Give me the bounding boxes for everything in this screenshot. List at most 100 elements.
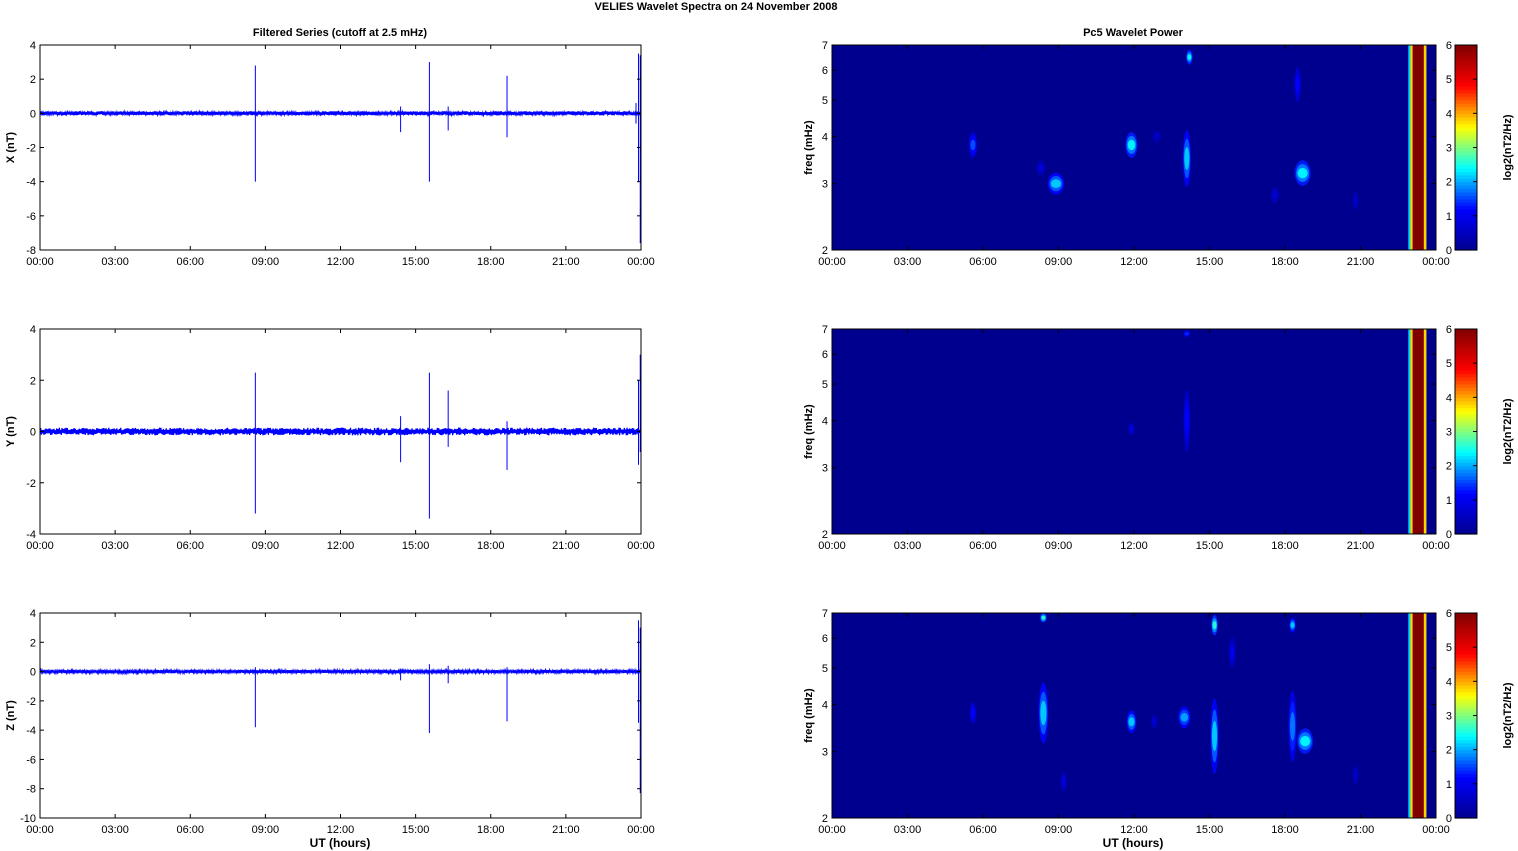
x-tick-label: 09:00 <box>252 824 280 836</box>
colorbar-segment <box>1455 434 1477 439</box>
x-tick-label: 12:00 <box>1120 824 1148 836</box>
colorbar-segment <box>1455 202 1477 207</box>
colorbar-segment <box>1455 414 1477 419</box>
colorbar-segment <box>1455 376 1477 381</box>
power-feature <box>970 708 975 718</box>
x-tick-label: 18:00 <box>477 540 505 552</box>
colorbar-segment <box>1455 804 1477 809</box>
y-tick-label: 3 <box>822 463 828 475</box>
x-tick-label: 03:00 <box>101 540 129 552</box>
x-tick-label: 12:00 <box>1120 256 1148 268</box>
colorbar-segment <box>1455 513 1477 518</box>
power-feature <box>1040 700 1047 726</box>
x-tick-label: 00:00 <box>627 256 655 268</box>
colorbar-segment <box>1455 718 1477 723</box>
saturated-band <box>1408 613 1411 818</box>
y-tick-label: 0 <box>30 667 36 679</box>
colorbar-segment <box>1455 794 1477 799</box>
colorbar-segment <box>1455 489 1477 494</box>
colorbar-segment <box>1455 373 1477 378</box>
colorbar-segment <box>1455 729 1477 734</box>
power-feature <box>1041 615 1046 620</box>
x-tick-label: 09:00 <box>1045 824 1073 836</box>
colorbar-segment <box>1455 800 1477 805</box>
x-axis-label-left: UT (hours) <box>310 836 371 850</box>
colorbar-segment <box>1455 127 1477 132</box>
colorbar-segment <box>1455 657 1477 662</box>
colorbar-segment <box>1455 814 1477 819</box>
colorbar-segment <box>1455 530 1477 535</box>
colorbar-segment <box>1455 455 1477 460</box>
colorbar-segment <box>1455 150 1477 155</box>
colorbar-segment <box>1455 48 1477 53</box>
y-tick-label: -4 <box>26 725 36 737</box>
y-tick-label: -8 <box>26 245 36 257</box>
colorbar-segment <box>1455 739 1477 744</box>
power-feature <box>1290 622 1295 629</box>
series-line <box>39 667 642 676</box>
colorbar-segment <box>1455 339 1477 344</box>
colorbar-segment <box>1455 431 1477 436</box>
y-tick-label: 2 <box>30 74 36 86</box>
colorbar-segment <box>1455 780 1477 785</box>
colorbar-label: log2(nT2/Hz) <box>1502 398 1514 464</box>
x-tick-label: 06:00 <box>969 824 997 836</box>
colorbar-segment <box>1455 773 1477 778</box>
colorbar-tick-label: 2 <box>1446 177 1452 189</box>
colorbar-segment <box>1455 527 1477 532</box>
colorbar-segment <box>1455 171 1477 176</box>
colorbar-tick-label: 3 <box>1446 143 1452 155</box>
colorbar-segment <box>1455 226 1477 231</box>
colorbar-segment <box>1455 701 1477 706</box>
colorbar-segment <box>1455 630 1477 635</box>
colorbar-segment <box>1455 229 1477 234</box>
colorbar-segment <box>1455 613 1477 618</box>
y-tick-label: 7 <box>822 324 828 336</box>
colorbar-segment <box>1455 205 1477 210</box>
series-line <box>39 427 642 436</box>
line-panel: 420-2-400:00 03:00 06:00 09:00 12:00 15:00 18:… <box>5 324 655 552</box>
colorbar-tick-label: 1 <box>1446 495 1452 507</box>
saturated-band <box>1410 329 1414 534</box>
colorbar-segment <box>1455 417 1477 422</box>
power-feature <box>1180 712 1189 722</box>
colorbar-tick-label: 1 <box>1446 779 1452 791</box>
colorbar-segment <box>1455 390 1477 395</box>
colorbar-segment <box>1455 424 1477 429</box>
power-feature <box>1212 621 1217 630</box>
colorbar-segment <box>1455 161 1477 166</box>
colorbar-segment <box>1455 708 1477 713</box>
colorbar-segment <box>1455 407 1477 412</box>
colorbar-segment <box>1455 58 1477 63</box>
power-feature <box>1061 777 1066 786</box>
saturated-band <box>1423 45 1427 250</box>
colorbar-segment <box>1455 116 1477 121</box>
x-tick-label: 03:00 <box>101 256 129 268</box>
saturated-band <box>1408 329 1411 534</box>
y-tick-label: -10 <box>20 813 36 825</box>
colorbar-tick-label: 4 <box>1446 108 1452 120</box>
colorbar-segment <box>1455 626 1477 631</box>
y-tick-label: 3 <box>822 179 828 191</box>
colorbar-segment <box>1455 62 1477 67</box>
y-tick-label: 7 <box>822 40 828 52</box>
colorbar-segment <box>1455 671 1477 676</box>
x-tick-label: 03:00 <box>894 824 922 836</box>
colorbar-segment <box>1455 106 1477 111</box>
power-feature <box>1127 139 1136 151</box>
colorbar-segment <box>1455 89 1477 94</box>
colorbar-segment <box>1455 404 1477 409</box>
colorbar-segment <box>1455 516 1477 521</box>
colorbar-segment <box>1455 109 1477 114</box>
colorbar-segment <box>1455 486 1477 491</box>
colorbar-segment <box>1455 428 1477 433</box>
x-tick-label: 06:00 <box>969 256 997 268</box>
y-axis-label: freq (mHz) <box>803 688 815 743</box>
x-tick-label: 15:00 <box>1196 256 1224 268</box>
colorbar: 0 1 2 3 4 5 6 log2(nT2/Hz) <box>1446 40 1514 257</box>
y-tick-label: -2 <box>26 143 36 155</box>
colorbar-segment <box>1455 113 1477 118</box>
colorbar-segment <box>1455 725 1477 730</box>
x-tick-label: 06:00 <box>969 540 997 552</box>
